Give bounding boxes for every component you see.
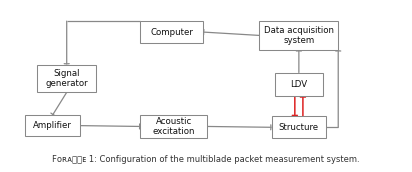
Text: Computer: Computer xyxy=(150,28,193,37)
Text: Structure: Structure xyxy=(279,123,319,132)
FancyBboxPatch shape xyxy=(275,73,323,96)
FancyBboxPatch shape xyxy=(140,21,203,43)
Text: Signal
generator: Signal generator xyxy=(45,69,88,88)
Text: LDV: LDV xyxy=(290,80,307,89)
Text: Amplifier: Amplifier xyxy=(33,121,72,130)
FancyBboxPatch shape xyxy=(140,115,207,138)
FancyBboxPatch shape xyxy=(260,21,338,50)
Text: Fᴏʀᴀᴤᴥᴇ 1: Configuration of the multiblade packet measurement system.: Fᴏʀᴀᴤᴥᴇ 1: Configuration of the multibla… xyxy=(52,154,360,164)
FancyBboxPatch shape xyxy=(37,64,96,92)
FancyBboxPatch shape xyxy=(25,115,80,136)
Text: Data acquisition
system: Data acquisition system xyxy=(264,26,334,45)
FancyBboxPatch shape xyxy=(272,116,326,138)
Text: Acoustic
excitation: Acoustic excitation xyxy=(152,117,195,136)
